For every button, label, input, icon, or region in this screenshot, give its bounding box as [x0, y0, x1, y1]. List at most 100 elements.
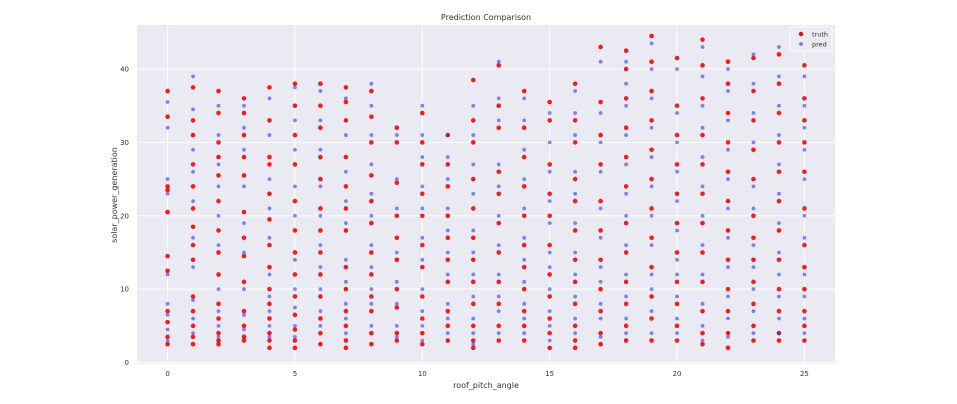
- pred-point: [191, 169, 195, 174]
- truth-point: [343, 184, 349, 189]
- truth-point: [700, 220, 705, 226]
- pred-point: [751, 265, 756, 270]
- truth-point: [700, 191, 705, 197]
- truth-point: [394, 338, 400, 343]
- pred-point: [649, 96, 654, 101]
- truth-point: [700, 96, 705, 101]
- truth-point: [623, 154, 629, 160]
- truth-point: [343, 264, 349, 270]
- truth-point: [802, 63, 807, 68]
- pred-point: [675, 228, 679, 233]
- pred-point: [751, 206, 756, 211]
- truth-point: [521, 88, 527, 94]
- truth-point: [700, 279, 705, 285]
- truth-point: [292, 162, 298, 167]
- pred-point: [700, 243, 705, 248]
- tick-labels: 0 5 10 15 20 25 0 10 20 30 40: [120, 66, 809, 378]
- truth-point: [751, 338, 756, 343]
- truth-point: [572, 257, 578, 263]
- y-tick-label: 40: [120, 66, 129, 74]
- pred-point: [726, 118, 730, 123]
- truth-point: [267, 301, 272, 307]
- pred-point: [496, 213, 501, 218]
- truth-point: [598, 286, 603, 292]
- truth-point: [470, 176, 476, 182]
- pred-point: [242, 250, 246, 255]
- truth-point: [751, 235, 756, 241]
- pred-point: [471, 316, 476, 321]
- truth-point: [190, 257, 196, 263]
- pred-point: [267, 206, 272, 211]
- truth-point: [216, 316, 221, 321]
- pred-point: [420, 235, 425, 240]
- truth-point: [674, 279, 680, 285]
- pred-point: [293, 147, 297, 152]
- truth-point: [496, 250, 502, 255]
- pred-point: [802, 316, 807, 321]
- truth-point: [190, 334, 196, 340]
- pred-point: [293, 334, 297, 339]
- pred-point: [624, 103, 629, 108]
- truth-point: [649, 316, 654, 321]
- truth-point: [165, 341, 170, 347]
- pred-point: [420, 206, 425, 211]
- pred-point: [675, 331, 679, 336]
- pred-point: [369, 103, 374, 108]
- pred-point: [777, 221, 781, 226]
- truth-point: [572, 301, 578, 307]
- pred-point: [726, 294, 730, 299]
- pred-point: [318, 323, 323, 328]
- pred-point: [394, 279, 399, 284]
- pred-point: [802, 331, 807, 336]
- pred-point: [624, 191, 629, 196]
- pred-point: [777, 294, 781, 299]
- pred-point: [191, 265, 195, 270]
- pred-point: [267, 334, 272, 339]
- pred-point: [318, 184, 323, 189]
- truth-point: [318, 228, 323, 233]
- pred-point: [802, 103, 807, 108]
- pred-point: [369, 287, 374, 292]
- truth-point: [190, 184, 196, 189]
- truth-point: [420, 191, 425, 197]
- truth-point: [776, 140, 782, 145]
- truth-point: [216, 140, 221, 145]
- truth-point: [369, 173, 374, 178]
- pred-point: [369, 133, 374, 137]
- truth-point: [572, 198, 578, 204]
- truth-point: [318, 341, 323, 347]
- pred-point: [598, 59, 603, 64]
- truth-point: [343, 323, 349, 329]
- pred-point: [777, 331, 781, 336]
- truth-point: [420, 330, 425, 336]
- truth-point: [420, 242, 425, 248]
- pred-point: [343, 279, 348, 284]
- pred-point: [700, 155, 705, 159]
- truth-point: [470, 257, 476, 263]
- truth-point: [318, 176, 323, 182]
- truth-point: [190, 323, 196, 329]
- legend-truth-marker: [798, 31, 804, 37]
- truth-point: [649, 33, 654, 39]
- pred-point: [293, 85, 297, 90]
- truth-point: [725, 81, 731, 87]
- truth-point: [318, 125, 323, 131]
- truth-point: [267, 330, 272, 336]
- truth-point: [343, 85, 349, 90]
- truth-point: [751, 55, 756, 61]
- x-tick-label: 0: [165, 370, 169, 378]
- pred-point: [496, 96, 501, 101]
- truth-point: [343, 118, 349, 123]
- truth-point: [369, 114, 374, 120]
- x-tick-label: 25: [800, 370, 809, 378]
- pred-point: [777, 103, 781, 108]
- pred-point: [420, 155, 425, 159]
- truth-point: [267, 242, 272, 248]
- truth-point: [292, 312, 298, 318]
- pred-point: [242, 103, 246, 108]
- truth-point: [598, 341, 603, 347]
- truth-point: [802, 96, 807, 101]
- pred-point: [777, 133, 781, 137]
- truth-point: [649, 88, 654, 94]
